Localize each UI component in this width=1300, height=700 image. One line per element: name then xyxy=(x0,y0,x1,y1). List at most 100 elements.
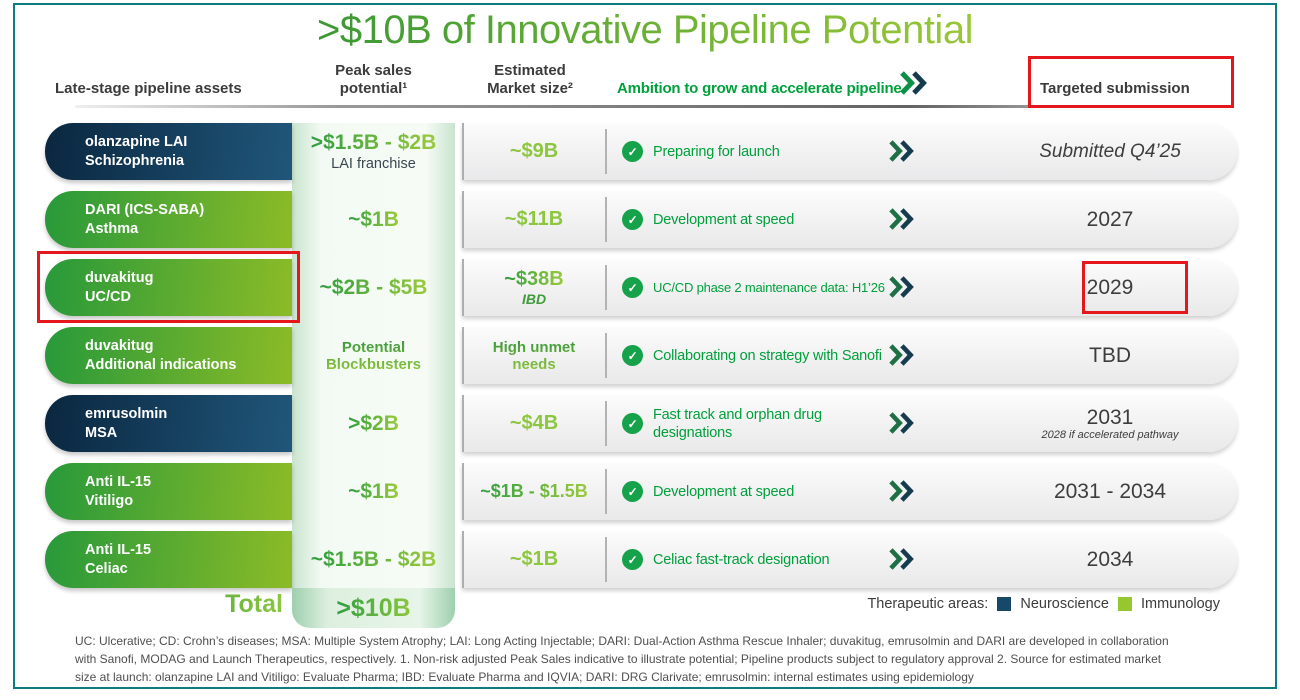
market-size-value: ~$9B xyxy=(509,140,559,162)
ambition-text: Celiac fast-track designation xyxy=(653,551,830,568)
double-chevron-icon xyxy=(889,344,914,366)
peak-sales-cell: ~$2B - $5B xyxy=(292,259,455,316)
market-size-note: IBD xyxy=(521,291,547,307)
double-chevron-icon xyxy=(889,140,914,162)
peak-sales-note: LAI franchise xyxy=(331,156,416,172)
annotation-box-submission-header xyxy=(1028,56,1234,108)
row-track xyxy=(462,531,1237,588)
table-row: Anti IL-15 Celiac ~$1.5B - $2B ~$1B ✓ Ce… xyxy=(0,531,1300,588)
header-ambition: Ambition to grow and accelerate pipeline xyxy=(617,80,902,97)
header-market-size: Estimated Market size² xyxy=(455,62,605,98)
asset-indication: UC/CD xyxy=(85,288,131,305)
peak-sales-value: Potential Blockbusters xyxy=(315,339,433,373)
asset-pill: olanzapine LAI Schizophrenia xyxy=(45,123,292,180)
header-peak-sales-line2: potential¹ xyxy=(339,80,408,97)
double-chevron-icon xyxy=(889,412,914,434)
asset-name: duvakitug xyxy=(85,337,154,354)
peak-sales-value: ~$1B xyxy=(348,207,399,231)
page-title: >$10B of Innovative Pipeline Potential xyxy=(0,8,1290,53)
submission-value: Submitted Q4’25 xyxy=(1039,140,1181,162)
check-icon: ✓ xyxy=(622,413,643,434)
asset-indication: Vitiligo xyxy=(85,492,134,509)
table-row: olanzapine LAI Schizophrenia >$1.5B - $2… xyxy=(0,123,1300,180)
peak-sales-value: ~$1.5B - $2B xyxy=(310,547,437,571)
double-chevron-icon xyxy=(889,548,914,570)
market-size-value: High unmet needs xyxy=(488,339,580,373)
ambition-cell: ✓ Collaborating on strategy with Sanofi xyxy=(622,327,890,384)
market-size-cell: ~$9B xyxy=(464,123,604,180)
ambition-text: UC/CD phase 2 maintenance data: H1’26 xyxy=(653,280,885,295)
row-track xyxy=(462,191,1237,248)
peak-sales-band xyxy=(292,123,455,588)
submission-value: TBD xyxy=(1089,343,1131,367)
header-assets: Late-stage pipeline assets xyxy=(55,80,242,97)
check-icon: ✓ xyxy=(622,549,643,570)
slide-border xyxy=(13,3,1277,689)
asset-pill: emrusolmin MSA xyxy=(45,395,292,452)
submission-cell: 2031 - 2034 xyxy=(985,463,1235,520)
table-row: Anti IL-15 Vitiligo ~$1B ~$1B - $1.5B ✓ … xyxy=(0,463,1300,520)
table-row: duvakitug Additional indications Potenti… xyxy=(0,327,1300,384)
column-divider xyxy=(605,129,607,174)
check-icon: ✓ xyxy=(622,277,643,298)
asset-name: olanzapine LAI xyxy=(85,133,188,150)
ambition-cell: ✓ UC/CD phase 2 maintenance data: H1’26 xyxy=(622,259,890,316)
check-icon: ✓ xyxy=(622,141,643,162)
submission-cell: 2027 xyxy=(985,191,1235,248)
asset-name: duvakitug xyxy=(85,269,154,286)
row-track xyxy=(462,123,1237,180)
peak-sales-value: ~$2B - $5B xyxy=(319,275,428,299)
ambition-text: Development at speed xyxy=(653,211,795,228)
market-size-value: ~$4B xyxy=(509,412,559,434)
asset-indication: Additional indications xyxy=(85,356,237,373)
peak-sales-cell: ~$1B xyxy=(292,463,455,520)
total-value-box: >$10B xyxy=(292,588,455,628)
ambition-cell: ✓ Preparing for launch xyxy=(622,123,890,180)
ambition-text: Fast track and orphan drug designations xyxy=(653,406,822,441)
legend-swatch-neuroscience xyxy=(997,597,1012,611)
check-icon: ✓ xyxy=(622,481,643,502)
asset-name: DARI (ICS-SABA) xyxy=(85,201,205,218)
ambition-cell: ✓ Development at speed xyxy=(622,191,890,248)
peak-sales-value: ~$1B xyxy=(348,479,399,503)
column-divider xyxy=(605,401,607,446)
submission-cell: 2029 xyxy=(985,259,1235,316)
asset-indication: Schizophrenia xyxy=(85,152,185,169)
market-size-value: ~$38B xyxy=(504,268,564,290)
column-divider xyxy=(605,333,607,378)
row-track xyxy=(462,259,1237,316)
submission-value: 2029 xyxy=(1086,275,1134,299)
asset-name: Anti IL-15 xyxy=(85,541,152,558)
peak-sales-cell: Potential Blockbusters xyxy=(292,327,455,384)
submission-note: 2028 if accelerated pathway xyxy=(1041,429,1179,441)
asset-name: emrusolmin xyxy=(85,405,168,422)
asset-indication: Celiac xyxy=(85,560,128,577)
ambition-cell: ✓ Celiac fast-track designation xyxy=(622,531,890,588)
row-track xyxy=(462,395,1237,452)
footnote: UC: Ulcerative; CD: Crohn’s diseases; MS… xyxy=(75,634,1169,684)
header-peak-sales: Peak sales potential¹ xyxy=(292,62,455,98)
peak-sales-cell: ~$1.5B - $2B xyxy=(292,531,455,588)
ambition-text: Collaborating on strategy with Sanofi xyxy=(653,347,882,364)
row-track xyxy=(462,327,1237,384)
annotation-box-2029 xyxy=(1082,261,1188,314)
column-divider xyxy=(605,537,607,582)
market-size-cell: ~$38B IBD xyxy=(464,259,604,316)
market-size-cell: ~$11B xyxy=(464,191,604,248)
legend-swatch-immunology xyxy=(1118,597,1133,611)
total-label: Total xyxy=(95,590,283,619)
market-size-cell: ~$1B - $1.5B xyxy=(464,463,604,520)
asset-pill: Anti IL-15 Vitiligo xyxy=(45,463,292,520)
market-size-cell: ~$4B xyxy=(464,395,604,452)
market-size-cell: High unmet needs xyxy=(464,327,604,384)
market-size-value: ~$1B - $1.5B xyxy=(480,481,588,501)
ambition-text: Preparing for launch xyxy=(653,143,780,160)
submission-cell: TBD xyxy=(985,327,1235,384)
column-divider xyxy=(605,469,607,514)
submission-value: 2031 - 2034 xyxy=(1053,479,1167,503)
legend-item-label: Neuroscience xyxy=(1020,596,1110,612)
asset-pill: DARI (ICS-SABA) Asthma xyxy=(45,191,292,248)
header-submission: Targeted submission xyxy=(1040,80,1190,97)
double-chevron-icon xyxy=(889,276,914,298)
